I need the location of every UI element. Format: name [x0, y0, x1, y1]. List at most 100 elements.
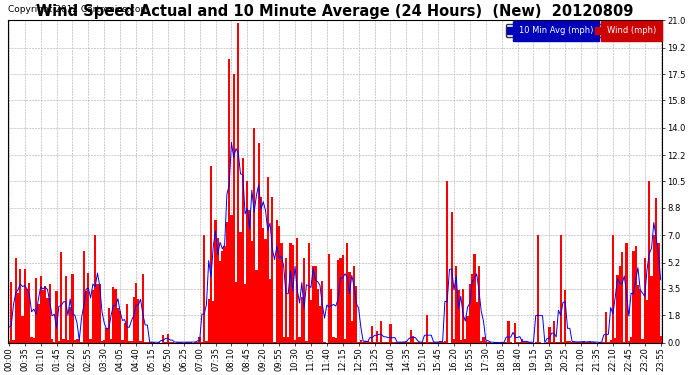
Bar [287, 337, 289, 343]
Bar [614, 338, 616, 343]
Bar [609, 340, 612, 343]
Bar [569, 341, 571, 343]
Bar [319, 306, 321, 343]
Bar [462, 289, 464, 343]
Bar [389, 324, 391, 343]
Bar [489, 342, 491, 343]
Bar [255, 270, 257, 343]
Bar [469, 284, 471, 343]
Bar [187, 342, 190, 343]
Legend: 10 Min Avg (mph), Wind (mph): 10 Min Avg (mph), Wind (mph) [506, 24, 658, 37]
Bar [221, 251, 224, 343]
Bar [130, 341, 132, 343]
Bar [394, 342, 396, 343]
Bar [564, 290, 566, 343]
Bar [289, 243, 292, 343]
Bar [600, 342, 603, 343]
Bar [305, 341, 308, 343]
Bar [660, 336, 662, 343]
Bar [141, 274, 144, 343]
Bar [562, 342, 564, 343]
Bar [301, 297, 303, 343]
Bar [487, 342, 489, 343]
Bar [250, 241, 253, 343]
Bar [35, 278, 37, 343]
Bar [644, 258, 646, 343]
Bar [584, 342, 586, 343]
Bar [228, 59, 230, 343]
Bar [139, 341, 141, 343]
Bar [99, 284, 101, 343]
Bar [344, 339, 346, 343]
Bar [32, 339, 35, 343]
Bar [651, 276, 653, 343]
Bar [269, 279, 271, 343]
Bar [253, 128, 255, 343]
Bar [621, 252, 623, 343]
Bar [362, 342, 364, 343]
Bar [528, 342, 530, 343]
Bar [435, 342, 437, 343]
Bar [126, 304, 128, 343]
Bar [12, 340, 14, 343]
Bar [74, 340, 76, 343]
Bar [424, 342, 426, 343]
Bar [97, 284, 99, 343]
Bar [369, 342, 371, 343]
Bar [426, 315, 428, 343]
Bar [414, 342, 417, 343]
Bar [266, 177, 269, 343]
Bar [353, 266, 355, 343]
Bar [262, 228, 264, 343]
Bar [410, 330, 412, 343]
Bar [137, 299, 139, 343]
Bar [605, 312, 607, 343]
Bar [23, 268, 26, 343]
Bar [405, 341, 407, 343]
Bar [357, 342, 359, 343]
Bar [385, 342, 387, 343]
Bar [412, 336, 414, 343]
Bar [235, 282, 237, 343]
Bar [331, 289, 333, 343]
Bar [201, 342, 203, 343]
Bar [39, 276, 42, 343]
Bar [241, 159, 244, 343]
Bar [560, 235, 562, 343]
Bar [37, 304, 39, 343]
Bar [246, 182, 248, 343]
Bar [571, 342, 573, 343]
Bar [276, 220, 278, 343]
Bar [294, 340, 296, 343]
Bar [46, 298, 48, 343]
Bar [523, 342, 526, 343]
Bar [655, 198, 658, 343]
Bar [535, 342, 537, 343]
Bar [90, 339, 92, 343]
Bar [641, 339, 644, 343]
Bar [282, 337, 285, 343]
Bar [616, 275, 619, 343]
Bar [69, 306, 71, 343]
Bar [328, 254, 331, 343]
Bar [271, 197, 273, 343]
Bar [589, 341, 591, 343]
Bar [21, 315, 23, 343]
Bar [612, 235, 614, 343]
Bar [230, 214, 233, 343]
Bar [17, 292, 19, 343]
Bar [185, 342, 187, 343]
Bar [466, 316, 469, 343]
Bar [455, 266, 457, 343]
Bar [566, 340, 569, 343]
Bar [366, 341, 369, 343]
Bar [480, 340, 482, 343]
Bar [403, 342, 405, 343]
Bar [382, 342, 385, 343]
Bar [132, 297, 135, 343]
Bar [346, 243, 348, 343]
Bar [264, 239, 266, 343]
Bar [273, 342, 276, 343]
Bar [598, 342, 600, 343]
Bar [167, 334, 169, 343]
